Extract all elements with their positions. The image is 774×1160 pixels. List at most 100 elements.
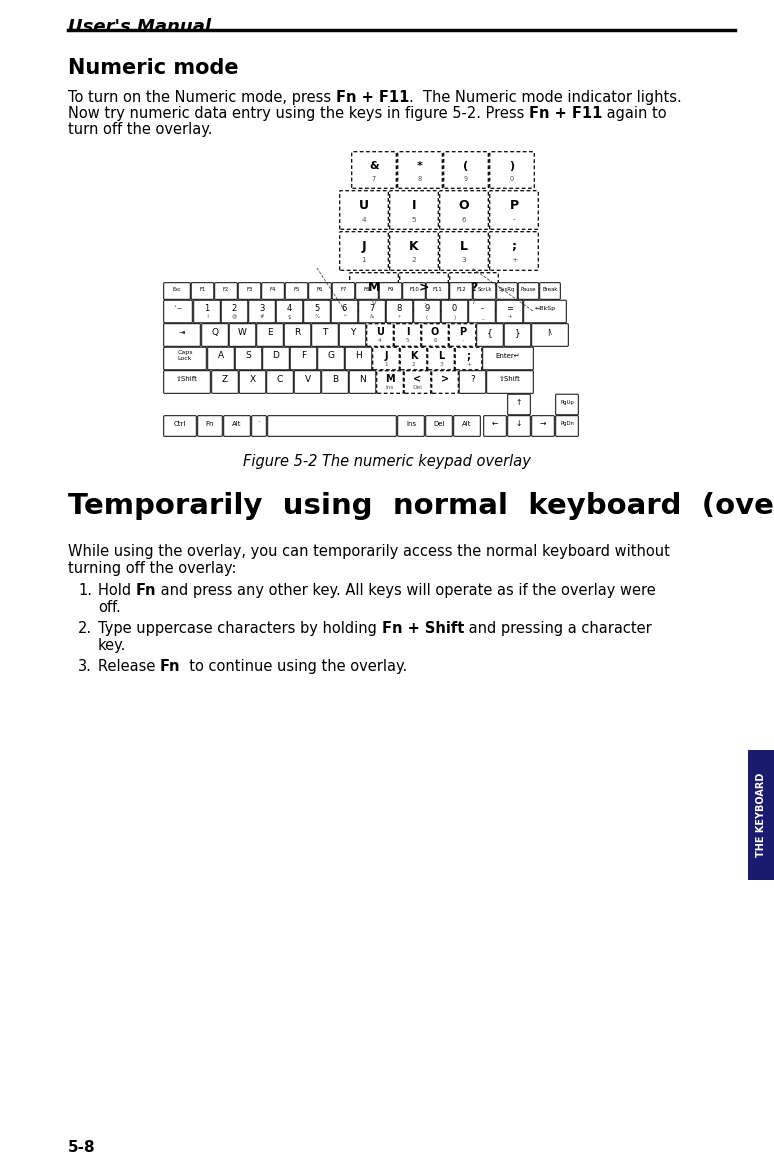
FancyBboxPatch shape (402, 283, 425, 299)
Text: and press any other key. All keys will operate as if the overlay were: and press any other key. All keys will o… (156, 583, 656, 599)
FancyBboxPatch shape (257, 324, 283, 347)
FancyBboxPatch shape (340, 232, 389, 270)
FancyBboxPatch shape (483, 347, 533, 370)
Text: C: C (277, 375, 283, 384)
Text: Enter↵: Enter↵ (495, 353, 520, 358)
Text: !: ! (206, 314, 208, 319)
FancyBboxPatch shape (440, 190, 488, 230)
Text: ⇧Shift: ⇧Shift (499, 376, 521, 383)
Text: 8: 8 (397, 304, 402, 313)
FancyBboxPatch shape (358, 300, 385, 322)
Text: (: ( (464, 161, 468, 171)
FancyBboxPatch shape (235, 347, 262, 370)
Text: .  The Numeric mode indicator lights.: . The Numeric mode indicator lights. (409, 90, 682, 106)
FancyBboxPatch shape (221, 300, 248, 322)
Text: K: K (409, 240, 419, 253)
FancyBboxPatch shape (440, 232, 488, 270)
FancyBboxPatch shape (267, 371, 293, 393)
Text: F10: F10 (409, 287, 419, 291)
FancyBboxPatch shape (473, 283, 496, 299)
Text: 2: 2 (412, 258, 416, 263)
Text: N: N (359, 375, 366, 384)
Text: Fn + F11: Fn + F11 (336, 90, 409, 106)
Text: 1: 1 (361, 258, 366, 263)
Text: 3.: 3. (78, 659, 92, 674)
FancyBboxPatch shape (508, 415, 530, 436)
FancyBboxPatch shape (340, 190, 389, 230)
Text: 1: 1 (204, 304, 210, 313)
Text: Ins: Ins (385, 385, 394, 390)
FancyBboxPatch shape (450, 283, 472, 299)
Text: |\: |\ (548, 329, 553, 336)
Text: Del: Del (433, 421, 445, 427)
Text: ⇥: ⇥ (179, 328, 185, 336)
FancyBboxPatch shape (262, 283, 284, 299)
Text: Type uppercase characters by holding: Type uppercase characters by holding (98, 621, 382, 636)
Text: +: + (507, 314, 512, 319)
FancyBboxPatch shape (212, 371, 238, 393)
FancyBboxPatch shape (238, 283, 261, 299)
Text: -: - (512, 217, 515, 223)
Text: Fn: Fn (160, 659, 180, 674)
Text: ?: ? (471, 281, 478, 293)
Text: ^: ^ (342, 314, 347, 319)
Text: >: > (441, 375, 449, 384)
Text: THE KEYBOARD: THE KEYBOARD (756, 773, 766, 857)
FancyBboxPatch shape (377, 371, 403, 393)
Text: 3: 3 (439, 362, 443, 367)
Text: P: P (509, 200, 519, 212)
Text: turning off the overlay:: turning off the overlay: (68, 561, 237, 577)
Text: Pause: Pause (521, 287, 536, 291)
FancyBboxPatch shape (350, 273, 399, 311)
Text: *: * (417, 161, 423, 171)
FancyBboxPatch shape (191, 283, 214, 299)
Text: 4: 4 (361, 217, 366, 223)
Text: To turn on the Numeric mode, press: To turn on the Numeric mode, press (68, 90, 336, 106)
Text: Fn + F11: Fn + F11 (529, 106, 602, 121)
Text: 2: 2 (412, 362, 416, 367)
FancyBboxPatch shape (404, 371, 431, 393)
Text: ↓: ↓ (515, 419, 522, 428)
Text: _: _ (481, 314, 484, 319)
FancyBboxPatch shape (194, 300, 221, 322)
Text: 7: 7 (369, 304, 375, 313)
Text: 7: 7 (372, 176, 376, 182)
Text: 6: 6 (433, 338, 437, 343)
Text: Fn: Fn (135, 583, 156, 599)
FancyBboxPatch shape (214, 283, 238, 299)
FancyBboxPatch shape (284, 324, 311, 347)
Text: {: { (487, 328, 493, 336)
Text: L: L (438, 350, 444, 361)
Text: %: % (314, 314, 320, 319)
Text: →: → (539, 419, 546, 428)
Text: S: S (245, 351, 252, 361)
FancyBboxPatch shape (490, 190, 538, 230)
Text: Break: Break (543, 287, 558, 291)
Text: &: & (370, 314, 374, 319)
Text: Del: Del (413, 385, 423, 390)
FancyBboxPatch shape (290, 347, 317, 370)
Text: Alt: Alt (462, 421, 471, 427)
Text: User's Manual: User's Manual (68, 19, 211, 36)
Text: <: < (413, 375, 422, 384)
FancyBboxPatch shape (317, 347, 344, 370)
Text: K: K (409, 350, 417, 361)
FancyBboxPatch shape (163, 283, 190, 299)
FancyBboxPatch shape (332, 283, 354, 299)
Text: M: M (368, 281, 380, 293)
FancyBboxPatch shape (450, 273, 498, 311)
Text: 0: 0 (452, 304, 457, 313)
Text: *: * (398, 314, 401, 319)
Text: 6: 6 (342, 304, 348, 313)
Text: F: F (301, 351, 306, 361)
FancyBboxPatch shape (532, 324, 568, 347)
Text: Fn + Shift: Fn + Shift (382, 621, 464, 636)
Text: F2: F2 (223, 287, 229, 291)
FancyBboxPatch shape (441, 300, 467, 322)
FancyBboxPatch shape (312, 324, 338, 347)
Text: Numeric mode: Numeric mode (68, 58, 238, 78)
Text: -: - (461, 338, 464, 343)
Text: SysRq: SysRq (499, 287, 515, 291)
FancyBboxPatch shape (207, 347, 235, 370)
FancyBboxPatch shape (490, 152, 534, 188)
